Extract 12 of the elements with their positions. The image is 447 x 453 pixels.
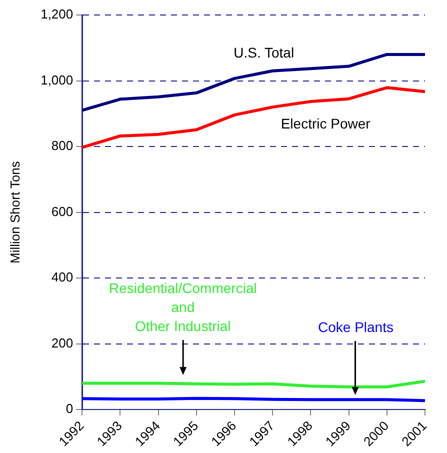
y-tick-label: 0: [66, 401, 74, 416]
y-axis-title: Million Short Tons: [7, 160, 22, 264]
text: Residential/Commercial and Other Industrial: [109, 279, 257, 336]
text: Coke Plants: [318, 318, 394, 337]
y-tick-label: 1,200: [40, 6, 74, 22]
y-tick-label: 200: [51, 335, 74, 350]
series-label: U.S. Total: [234, 44, 294, 63]
y-tick-label: 400: [51, 270, 74, 285]
y-tick-label: 800: [51, 138, 74, 154]
series-label: Electric Power: [280, 114, 370, 134]
y-tick-label: 1,000: [40, 72, 74, 88]
y-tick-label: 600: [51, 204, 74, 219]
